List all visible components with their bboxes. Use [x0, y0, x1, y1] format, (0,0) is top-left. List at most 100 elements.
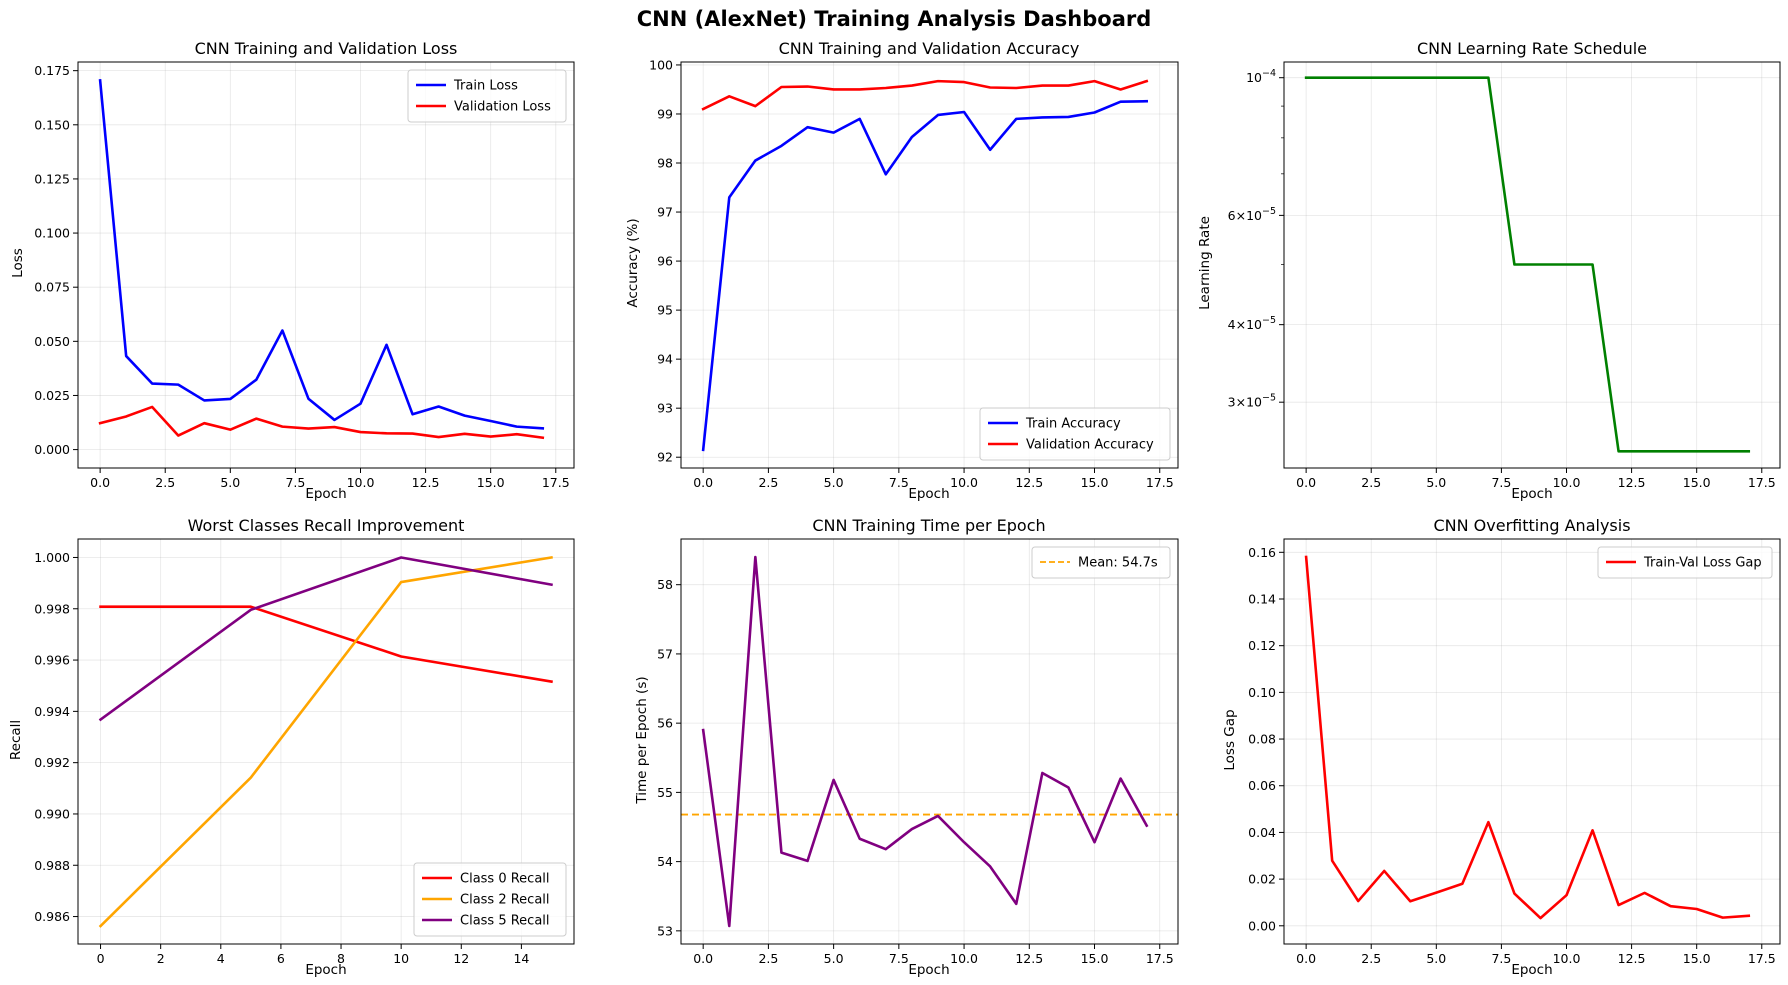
panel-time-xtick-label: 12.5: [1015, 951, 1043, 966]
panel-time-legend: Mean: 54.7s: [1031, 546, 1171, 579]
panel-time-ylabel: Time per Epoch (s): [634, 676, 650, 804]
panel-gap-xtick-label: 0.0: [1296, 951, 1316, 966]
panel-recall-legend-label: Class 5 Recall: [460, 914, 550, 929]
panel-lr-ytick-label: 6×10−5: [1228, 206, 1276, 223]
panel-loss-axes-frame: [77, 61, 575, 469]
panel-accuracy-ytick-label: 98: [657, 156, 673, 171]
panel-recall: Worst Classes Recall Improvement Epoch R…: [8, 516, 575, 978]
panel-gap-axes-frame: [1283, 538, 1781, 945]
panel-accuracy-legend-box: [979, 407, 1171, 461]
panel-gap-xtick-label: 5.0: [1426, 951, 1446, 966]
panel-gap-legend: Train-Val Loss Gap: [1597, 546, 1773, 579]
panel-accuracy-ytick-label: 99: [657, 106, 673, 121]
panel-loss-xtick-label: 7.5: [285, 475, 305, 490]
panel-accuracy-ytick-label: 100: [649, 57, 673, 72]
panel-gap-ylabel: Loss Gap: [1222, 709, 1238, 770]
panel-accuracy-xlabel: Epoch: [908, 486, 949, 502]
panel-recall-xtick-label: 6: [277, 951, 285, 966]
panel-gap-series-line: [1304, 555, 1751, 920]
panel-loss-xtick-label: 2.5: [155, 475, 175, 490]
panel-accuracy-ytick-label: 96: [657, 254, 673, 269]
panel-time-xtick-label: 7.5: [889, 951, 909, 966]
panel-recall-ytick-label: 0.986: [34, 909, 70, 924]
panel-gap-xtick-label: 12.5: [1618, 951, 1646, 966]
panel-lr-series-line: [1304, 76, 1751, 453]
panel-accuracy-xtick-label: 17.5: [1146, 475, 1174, 490]
panel-recall-xtick-label: 2: [157, 951, 165, 966]
panel-accuracy-ylabel: Accuracy (%): [625, 218, 641, 307]
panel-accuracy-series-line: [701, 99, 1149, 452]
panel-loss-ytick-label: 0.050: [34, 334, 70, 349]
panel-recall-xtick-label: 8: [337, 951, 345, 966]
panel-recall-legend-label: Class 2 Recall: [460, 893, 550, 908]
panel-loss-plot: 0.0 2.5 5.0 7.5 10.0 12.5 15.0 17.5 0.000 0.025 0.…: [34, 61, 575, 490]
panel-accuracy-series-line: [701, 79, 1149, 111]
panel-recall-xlabel: Epoch: [305, 962, 346, 978]
panel-gap-xtick-label: 15.0: [1683, 951, 1711, 966]
panel-gap-ytick-label: 0.00: [1248, 918, 1276, 933]
panel-accuracy-xtick-label: 5.0: [824, 475, 844, 490]
panel-recall-xtick-label: 12: [453, 951, 469, 966]
panel-gap: CNN Overfitting Analysis Epoch Loss Gap …: [1222, 516, 1781, 978]
panel-recall-ytick-label: 0.990: [34, 806, 70, 821]
panel-accuracy-legend-label: Validation Accuracy: [1026, 438, 1154, 453]
panel-loss-series-line: [98, 405, 545, 440]
panel-loss-xtick-label: 17.5: [542, 475, 570, 490]
panel-recall-ylabel: Recall: [8, 720, 24, 760]
panel-recall-xtick-label: 4: [217, 951, 225, 966]
panel-loss-xtick-label: 10.0: [347, 475, 375, 490]
panel-lr-title: CNN Learning Rate Schedule: [1417, 39, 1647, 58]
panel-time-ytick-label: 54: [657, 854, 673, 869]
panel-time-title: CNN Training Time per Epoch: [812, 516, 1045, 535]
panel-time-series-line: [701, 555, 1149, 928]
panel-loss-xtick-label: 5.0: [220, 475, 240, 490]
panel-time-xtick-label: 0.0: [693, 951, 713, 966]
panel-loss: CNN Training and Validation Loss Epoch L…: [10, 39, 575, 502]
panel-loss-ytick-label: 0.000: [34, 442, 70, 457]
panel-gap-xtick-label: 7.5: [1491, 951, 1511, 966]
panel-loss-legend-label: Train Loss: [453, 79, 518, 94]
panel-recall-ytick-label: 0.988: [34, 858, 70, 873]
panel-time-xtick-label: 5.0: [824, 951, 844, 966]
panel-gap-ytick-label: 0.12: [1248, 638, 1276, 653]
panel-loss-xtick-label: 12.5: [412, 475, 440, 490]
panel-gap-legend-label: Train-Val Loss Gap: [1643, 556, 1762, 571]
panel-time-ytick-label: 56: [657, 716, 673, 731]
panel-accuracy-xtick-label: 2.5: [758, 475, 778, 490]
panel-loss-ytick-label: 0.150: [34, 117, 70, 132]
panel-loss-legend-box: [407, 69, 567, 123]
panel-gap-xlabel: Epoch: [1511, 962, 1552, 978]
panel-accuracy-legend: Train Accuracy Validation Accuracy: [979, 407, 1171, 461]
panel-accuracy-ytick-label: 97: [657, 205, 673, 220]
panel-recall-axes-frame: [77, 538, 575, 945]
panel-recall-legend-box: [413, 862, 567, 937]
panel-accuracy-plot: 0.0 2.5 5.0 7.5 10.0 12.5 15.0 17.5 92 93 94 95 96 97…: [649, 57, 1179, 490]
panel-loss-ytick-label: 0.125: [34, 171, 70, 186]
panel-accuracy-ytick-label: 92: [657, 450, 673, 465]
panel-lr-xtick-label: 5.0: [1426, 475, 1446, 490]
panel-recall-xtick-label: 10: [393, 951, 409, 966]
panel-loss-legend: Train Loss Validation Loss: [407, 69, 567, 123]
panel-accuracy-legend-label: Train Accuracy: [1025, 417, 1121, 432]
panel-loss-xlabel: Epoch: [305, 486, 346, 502]
panel-gap-ytick-label: 0.02: [1248, 872, 1276, 887]
panel-lr: CNN Learning Rate Schedule Epoch Learnin…: [1197, 39, 1781, 502]
panel-loss-ytick-label: 0.100: [34, 226, 70, 241]
panel-time: CNN Training Time per Epoch Epoch Time p…: [634, 516, 1179, 978]
panel-gap-ytick-label: 0.06: [1248, 778, 1276, 793]
panel-time-plot: 0.0 2.5 5.0 7.5 10.0 12.5 15.0 17.5 53 54 55 56 57 58…: [657, 538, 1179, 966]
panel-recall-series-line: [98, 556, 553, 722]
panel-lr-xlabel: Epoch: [1511, 486, 1552, 502]
panel-lr-xtick-label: 7.5: [1491, 475, 1511, 490]
panel-gap-ytick-label: 0.10: [1248, 685, 1276, 700]
panel-recall-series-line: [99, 605, 553, 684]
panel-gap-ytick-label: 0.04: [1248, 825, 1276, 840]
panel-recall-ytick-label: 0.996: [34, 653, 70, 668]
panel-lr-xtick-label: 15.0: [1683, 475, 1711, 490]
panel-loss-xtick-label: 15.0: [477, 475, 505, 490]
panel-lr-ytick-label: 10−4: [1246, 68, 1276, 85]
panel-accuracy-title: CNN Training and Validation Accuracy: [779, 39, 1080, 58]
panel-time-xtick-label: 2.5: [758, 951, 778, 966]
panel-gap-plot: 0.0 2.5 5.0 7.5 10.0 12.5 15.0 17.5 0.00 0.02 0.04…: [1248, 538, 1781, 966]
panel-time-ytick-label: 55: [657, 785, 673, 800]
